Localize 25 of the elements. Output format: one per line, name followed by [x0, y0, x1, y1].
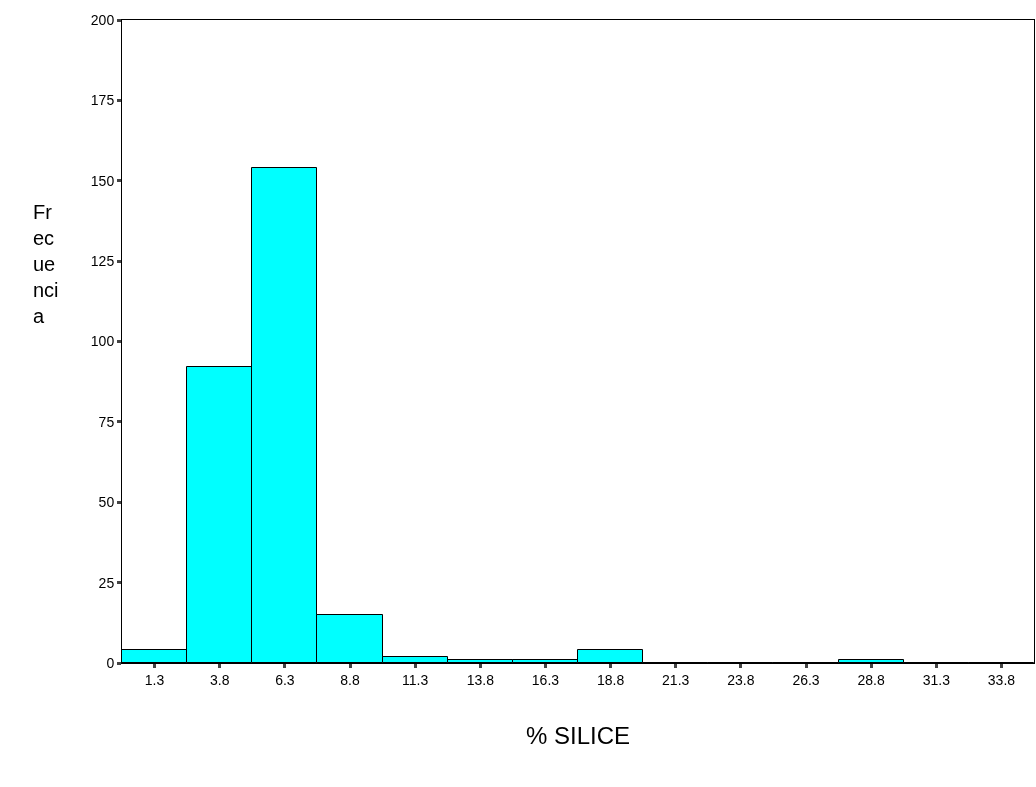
y-tick-label: 150 [90, 172, 115, 189]
y-tick-label: 0 [106, 654, 115, 671]
x-tick-label: 21.3 [662, 671, 690, 688]
x-tick-label: 23.8 [727, 671, 755, 688]
y-tick-label: 100 [90, 333, 115, 350]
x-tick-label: 26.3 [792, 671, 820, 688]
x-tick-label: 18.8 [596, 671, 625, 688]
x-axis-title: % SILICE [525, 722, 631, 750]
y-tick-label: 175 [90, 92, 115, 109]
x-tick-label: 6.3 [275, 671, 295, 688]
x-tick-label: 33.8 [987, 671, 1016, 688]
x-tick-label: 13.8 [466, 671, 495, 688]
y-tick-label: 25 [98, 574, 115, 591]
x-tick-label: 3.8 [209, 671, 230, 688]
x-tick-label: 16.3 [531, 671, 560, 688]
y-tick-label: 50 [98, 494, 115, 511]
y-tick-label: 75 [98, 413, 115, 430]
y-tick-label: 125 [90, 253, 115, 270]
x-tick-label: 31.3 [922, 671, 951, 688]
x-tick-label: 11.3 [402, 671, 429, 688]
x-tick-label: 8.8 [340, 671, 360, 688]
y-tick-label: 200 [90, 11, 115, 28]
y-axis-title: Fr ec ue nci a [33, 201, 59, 327]
x-tick-label: 28.8 [857, 671, 885, 688]
x-tick-label: 1.3 [144, 671, 165, 688]
